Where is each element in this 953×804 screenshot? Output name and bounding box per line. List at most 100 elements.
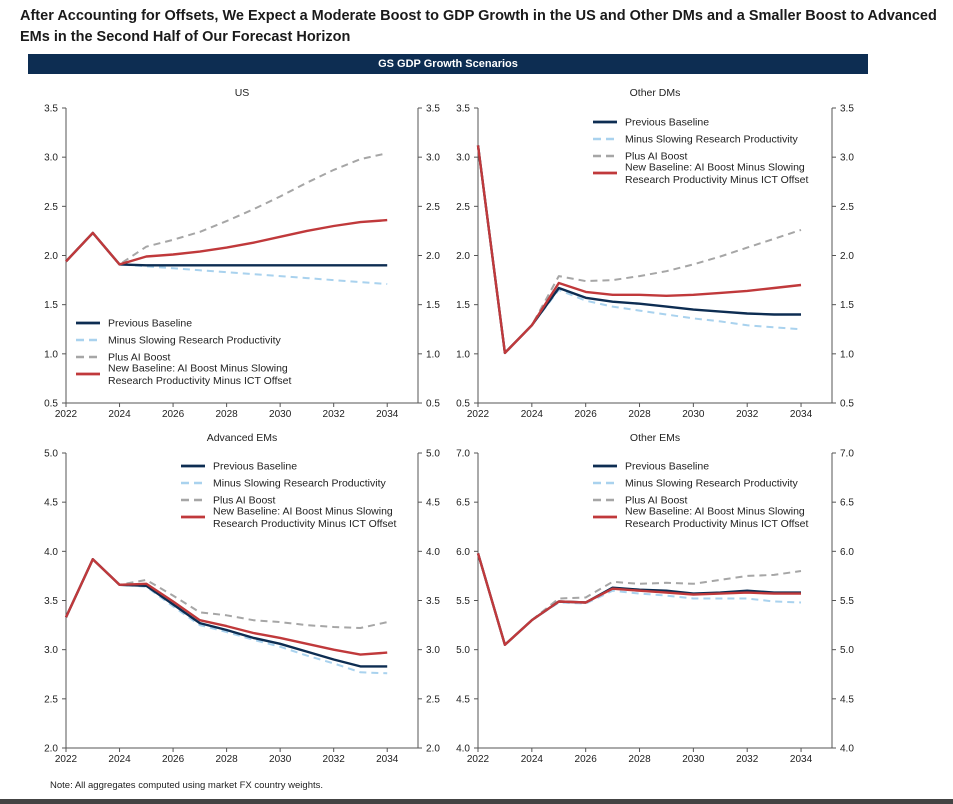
y-tick-label-right: 6.0 bbox=[840, 547, 854, 558]
y-tick-label-left: 6.5 bbox=[456, 498, 470, 509]
legend-label-minus: Minus Slowing Research Productivity bbox=[625, 478, 798, 490]
legend-label-plus: Plus AI Boost bbox=[213, 495, 276, 507]
x-tick-label: 2032 bbox=[736, 409, 759, 420]
y-tick-label-right: 2.0 bbox=[840, 251, 854, 262]
legend-label-previous: Previous Baseline bbox=[108, 318, 192, 330]
x-tick-label: 2024 bbox=[521, 754, 544, 765]
legend-label-minus: Minus Slowing Research Productivity bbox=[108, 335, 281, 347]
y-tick-label-right: 6.5 bbox=[840, 498, 854, 509]
x-tick-label: 2024 bbox=[108, 754, 131, 765]
y-tick-label-left: 1.0 bbox=[44, 349, 58, 360]
y-tick-label-right: 1.0 bbox=[426, 349, 440, 360]
y-tick-label-left: 5.0 bbox=[44, 449, 58, 460]
legend-label-new: Research Productivity Minus ICT Offset bbox=[625, 174, 809, 186]
legend-label-new: Research Productivity Minus ICT Offset bbox=[213, 518, 397, 530]
x-tick-label: 2022 bbox=[55, 409, 78, 420]
y-tick-label-left: 1.5 bbox=[44, 300, 58, 311]
x-tick-label: 2022 bbox=[467, 754, 490, 765]
y-tick-label-right: 3.0 bbox=[426, 153, 440, 164]
panel-us: US 0.5 0.5 1.0 1.0 1.5 1.5 2.0 2.0 2.5 2.5 3.0 3.0 3.… bbox=[44, 87, 440, 420]
legend-label-previous: Previous Baseline bbox=[213, 461, 297, 473]
y-tick-label-left: 2.0 bbox=[44, 251, 58, 262]
x-tick-label: 2034 bbox=[376, 409, 399, 420]
legend-label-plus: Plus AI Boost bbox=[625, 151, 688, 163]
x-tick-label: 2024 bbox=[521, 409, 544, 420]
x-tick-label: 2022 bbox=[55, 754, 78, 765]
x-tick-label: 2026 bbox=[162, 754, 185, 765]
series-line-plus bbox=[65, 558, 388, 629]
x-tick-label: 2034 bbox=[376, 754, 399, 765]
y-tick-label-left: 4.5 bbox=[44, 498, 58, 509]
y-tick-label-left: 6.0 bbox=[456, 547, 470, 558]
x-tick-label: 2034 bbox=[790, 754, 813, 765]
legend-label-new: New Baseline: AI Boost Minus Slowing bbox=[625, 506, 805, 518]
x-tick-label: 2030 bbox=[682, 409, 705, 420]
x-tick-label: 2034 bbox=[790, 409, 813, 420]
bottom-divider bbox=[0, 799, 953, 804]
y-tick-label-left: 3.5 bbox=[44, 104, 58, 115]
y-tick-label-right: 5.5 bbox=[840, 596, 854, 607]
y-tick-label-right: 4.0 bbox=[840, 744, 854, 755]
y-tick-label-right: 5.0 bbox=[426, 449, 440, 460]
x-tick-label: 2024 bbox=[108, 409, 131, 420]
y-tick-label-left: 7.0 bbox=[456, 449, 470, 460]
y-tick-label-right: 4.0 bbox=[426, 547, 440, 558]
banner-title: GS GDP Growth Scenarios bbox=[28, 54, 868, 74]
y-tick-label-left: 2.5 bbox=[456, 202, 470, 213]
panel-title: Advanced EMs bbox=[207, 432, 278, 444]
y-tick-label-right: 2.0 bbox=[426, 744, 440, 755]
y-tick-label-left: 2.5 bbox=[44, 694, 58, 705]
legend-label-plus: Plus AI Boost bbox=[108, 352, 171, 364]
y-tick-label-left: 3.5 bbox=[456, 104, 470, 115]
legend-label-new: New Baseline: AI Boost Minus Slowing bbox=[625, 162, 805, 174]
legend-label-new: New Baseline: AI Boost Minus Slowing bbox=[108, 363, 288, 375]
x-tick-label: 2028 bbox=[628, 754, 651, 765]
y-tick-label-left: 2.0 bbox=[44, 744, 58, 755]
panel-other-dms: Other DMs 0.5 0.5 1.0 1.0 1.5 1.5 2.0 2.0 2.5 2.5 3… bbox=[456, 87, 854, 420]
y-tick-label-right: 5.0 bbox=[840, 645, 854, 656]
legend-label-minus: Minus Slowing Research Productivity bbox=[213, 478, 386, 490]
y-tick-label-left: 1.5 bbox=[456, 300, 470, 311]
y-tick-label-right: 3.0 bbox=[426, 645, 440, 656]
y-tick-label-left: 4.0 bbox=[44, 547, 58, 558]
y-tick-label-right: 1.5 bbox=[426, 300, 440, 311]
y-tick-label-right: 2.0 bbox=[426, 251, 440, 262]
panel-other-ems: Other EMs 4.0 4.0 4.5 4.5 5.0 5.0 5.5 5.5 6.0 6.0 6… bbox=[456, 432, 854, 765]
y-tick-label-right: 0.5 bbox=[426, 399, 440, 410]
y-tick-label-left: 3.0 bbox=[456, 153, 470, 164]
x-tick-label: 2026 bbox=[575, 754, 598, 765]
y-tick-label-left: 3.5 bbox=[44, 596, 58, 607]
legend-label-minus: Minus Slowing Research Productivity bbox=[625, 134, 798, 146]
x-tick-label: 2030 bbox=[682, 754, 705, 765]
series-line-minus bbox=[477, 553, 802, 646]
x-tick-label: 2026 bbox=[575, 409, 598, 420]
y-tick-label-right: 3.0 bbox=[840, 153, 854, 164]
panel-advanced-ems: Advanced EMs 2.0 2.0 2.5 2.5 3.0 3.0 3.5 3.5 4.0 4… bbox=[44, 432, 440, 765]
series-line-minus bbox=[477, 145, 802, 354]
x-tick-label: 2028 bbox=[215, 754, 238, 765]
x-tick-label: 2030 bbox=[269, 409, 292, 420]
series-line-new bbox=[476, 552, 801, 646]
y-tick-label-right: 7.0 bbox=[840, 449, 854, 460]
y-tick-label-left: 2.0 bbox=[456, 251, 470, 262]
y-tick-label-left: 5.0 bbox=[456, 645, 470, 656]
x-tick-label: 2032 bbox=[323, 409, 346, 420]
y-tick-label-right: 3.5 bbox=[840, 104, 854, 115]
series-line-plus bbox=[65, 152, 388, 266]
footnote: Note: All aggregates computed using mark… bbox=[50, 780, 323, 791]
y-tick-label-left: 3.0 bbox=[44, 645, 58, 656]
series-line-new bbox=[65, 218, 388, 266]
y-tick-label-left: 3.0 bbox=[44, 153, 58, 164]
y-tick-label-left: 4.5 bbox=[456, 694, 470, 705]
x-tick-label: 2028 bbox=[215, 409, 238, 420]
y-tick-label-left: 2.5 bbox=[44, 202, 58, 213]
y-tick-label-right: 1.5 bbox=[840, 300, 854, 311]
legend-label-new: New Baseline: AI Boost Minus Slowing bbox=[213, 506, 393, 518]
x-tick-label: 2030 bbox=[269, 754, 292, 765]
y-tick-label-left: 0.5 bbox=[456, 399, 470, 410]
series-line-previous bbox=[65, 231, 388, 267]
legend-label-plus: Plus AI Boost bbox=[625, 495, 688, 507]
series-line-new bbox=[64, 558, 388, 656]
y-tick-label-right: 4.5 bbox=[426, 498, 440, 509]
